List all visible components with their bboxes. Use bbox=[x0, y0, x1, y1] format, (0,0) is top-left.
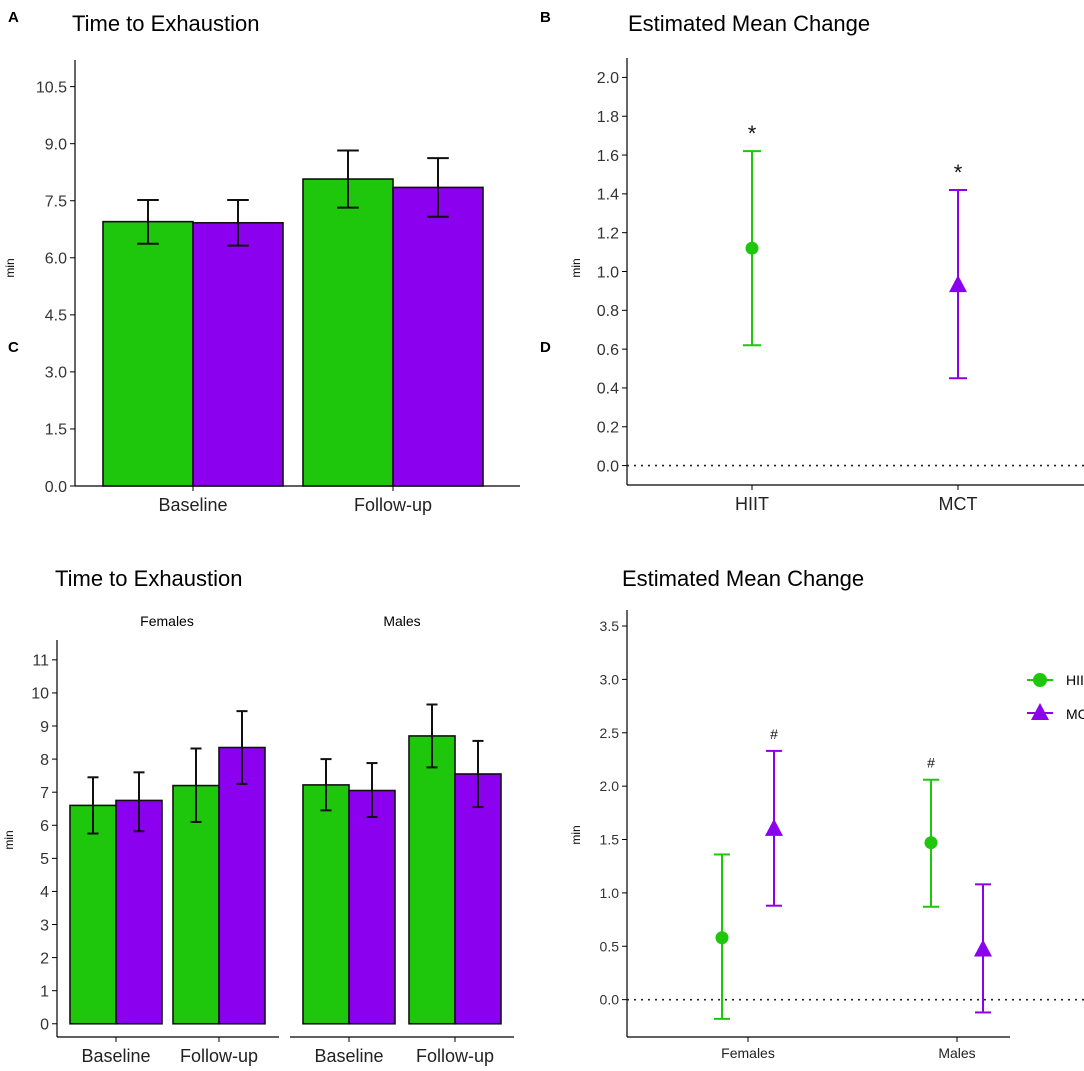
panel-c-y-tick-label: 9 bbox=[40, 719, 49, 736]
panel-b-point-hiit bbox=[745, 241, 759, 255]
panel-label-b: B bbox=[540, 9, 551, 26]
panel-c-females-x-tick-label: Baseline bbox=[81, 1046, 150, 1066]
panel-c-y-tick-label: 0 bbox=[40, 1017, 49, 1034]
panel-d-point-females-hiit bbox=[715, 931, 729, 945]
panel-d-x-tick-label: Males bbox=[938, 1045, 975, 1061]
panel-a-y-tick-label: 9.0 bbox=[45, 136, 67, 153]
panel-a-y-tick-label: 6.0 bbox=[45, 251, 67, 268]
panel-a-bar-hiit-baseline bbox=[102, 220, 194, 487]
legend: HIIT MCT bbox=[1027, 672, 1084, 722]
panel-b-x-tick-label: HIIT bbox=[735, 494, 769, 514]
legend-entry-mct: MCT bbox=[1027, 703, 1084, 722]
panel-c-y-tick-label: 5 bbox=[40, 851, 49, 868]
panel-d-point-females-mct-annotation: # bbox=[770, 726, 778, 742]
panel-a-x-tick-label: Baseline bbox=[158, 495, 227, 515]
panel-a-ylabel: min bbox=[3, 258, 17, 277]
panel-c-y-tick-label: 7 bbox=[40, 785, 49, 802]
panel-c-y-tick-label: 10 bbox=[31, 686, 49, 703]
panel-c-y-tick-label: 2 bbox=[40, 950, 49, 967]
panel-label-c: C bbox=[8, 339, 19, 356]
panel-c-y-tick-label: 4 bbox=[40, 884, 49, 901]
panel-a-bar-mct-follow-up bbox=[392, 186, 484, 487]
panel-c-females-bar-hiit-baseline bbox=[69, 804, 117, 1025]
panel-b-y-tick-label: 0.2 bbox=[597, 420, 619, 437]
panel-a-bar-hiit-follow-up bbox=[302, 178, 394, 487]
panel-a-y-tick-label: 1.5 bbox=[45, 422, 67, 439]
panel-a-title: Time to Exhaustion bbox=[72, 11, 260, 36]
panel-c-ylabel: min bbox=[2, 830, 16, 849]
panel-c-females-x-tick-label: Follow-up bbox=[180, 1046, 258, 1066]
panel-d-y-tick-label: 1.5 bbox=[600, 832, 620, 848]
panel-b-y-tick-label: 1.2 bbox=[597, 225, 619, 242]
facet-label-females: Females bbox=[140, 613, 194, 629]
panel-d-y-tick-label: 0.0 bbox=[600, 992, 620, 1008]
panel-a-bar-mct-baseline bbox=[192, 221, 284, 487]
panel-d-y-tick-label: 0.5 bbox=[600, 938, 620, 954]
panel-c-y-tick-label: 3 bbox=[40, 917, 49, 934]
panel-c-females-bar-mct-follow-up bbox=[218, 746, 266, 1025]
panel-b-point-mct-annotation: * bbox=[954, 160, 963, 185]
panel-c-males-x-tick-label: Baseline bbox=[314, 1046, 383, 1066]
panel-d-y-tick-label: 3.0 bbox=[600, 671, 620, 687]
panel-d-point-males-hiit-annotation: # bbox=[927, 755, 935, 771]
legend-hiit-label: HIIT bbox=[1066, 672, 1084, 688]
panel-c-y-tick-label: 11 bbox=[32, 653, 49, 670]
panel-a-y-tick-label: 3.0 bbox=[45, 365, 67, 382]
legend-mct-label: MCT bbox=[1066, 706, 1084, 722]
panel-b-y-tick-label: 2.0 bbox=[597, 70, 619, 87]
panel-d-y-tick-label: 1.0 bbox=[600, 885, 620, 901]
panel-d-point-males-hiit bbox=[924, 836, 938, 850]
panel-b-point-mct bbox=[949, 275, 967, 293]
panel-b-y-tick-label: 0.6 bbox=[597, 342, 619, 359]
legend-entry-hiit: HIIT bbox=[1027, 672, 1084, 688]
panel-a-x-tick-label: Follow-up bbox=[354, 495, 432, 515]
panel-c-males-bar-hiit-follow-up bbox=[408, 735, 456, 1025]
panel-label-d: D bbox=[540, 339, 551, 356]
legend-hiit-circle-icon bbox=[1033, 673, 1047, 687]
panel-c-y-tick-label: 6 bbox=[40, 818, 49, 835]
panel-c-y-tick-label: 8 bbox=[40, 752, 49, 769]
panel-a-y-tick-label: 7.5 bbox=[45, 193, 67, 210]
panel-b-y-tick-label: 1.6 bbox=[597, 148, 619, 165]
panel-c-males-bar-mct-follow-up bbox=[454, 773, 502, 1025]
panel-c-y-tick-label: 1 bbox=[40, 983, 49, 1000]
panel-d-y-tick-label: 3.5 bbox=[600, 618, 620, 634]
panel-a-y-tick-label: 4.5 bbox=[45, 308, 67, 325]
panel-c-females-bar-hiit-follow-up bbox=[172, 784, 220, 1025]
panel-d-point-males-mct bbox=[974, 939, 992, 957]
panel-d-y-tick-label: 2.5 bbox=[600, 725, 620, 741]
panel-b-x-tick-label: MCT bbox=[939, 494, 978, 514]
legend-mct-triangle-icon bbox=[1031, 703, 1049, 720]
panel-b-title: Estimated Mean Change bbox=[628, 11, 870, 36]
panel-d-x-tick-label: Females bbox=[721, 1045, 775, 1061]
panel-b-y-tick-label: 0.4 bbox=[597, 381, 619, 398]
panel-c-males-bar-mct-baseline bbox=[348, 789, 396, 1025]
panel-b-y-tick-label: 1.8 bbox=[597, 109, 619, 126]
panel-c-males-x-tick-label: Follow-up bbox=[416, 1046, 494, 1066]
panel-b-y-tick-label: 1.0 bbox=[597, 264, 619, 281]
panel-b-ylabel: min bbox=[569, 258, 583, 277]
panel-b-point-hiit-annotation: * bbox=[748, 121, 757, 146]
panel-d-title: Estimated Mean Change bbox=[622, 566, 864, 591]
panel-b-y-tick-label: 0.8 bbox=[597, 303, 619, 320]
panel-c-males-bar-hiit-baseline bbox=[302, 784, 350, 1025]
panel-c-title: Time to Exhaustion bbox=[55, 566, 243, 591]
panel-label-a: A bbox=[8, 9, 19, 26]
panel-a-y-tick-label: 10.5 bbox=[36, 79, 67, 96]
panel-c-females-bar-mct-baseline bbox=[115, 799, 163, 1025]
panel-b-y-tick-label: 0.0 bbox=[597, 458, 619, 475]
panel-d-ylabel: min bbox=[569, 825, 583, 844]
panel-a-y-tick-label: 0.0 bbox=[45, 479, 67, 496]
panel-d-y-tick-label: 2.0 bbox=[600, 778, 620, 794]
facet-label-males: Males bbox=[383, 613, 420, 629]
panel-d-point-females-mct bbox=[765, 818, 783, 836]
panel-b-y-tick-label: 1.4 bbox=[597, 187, 619, 204]
